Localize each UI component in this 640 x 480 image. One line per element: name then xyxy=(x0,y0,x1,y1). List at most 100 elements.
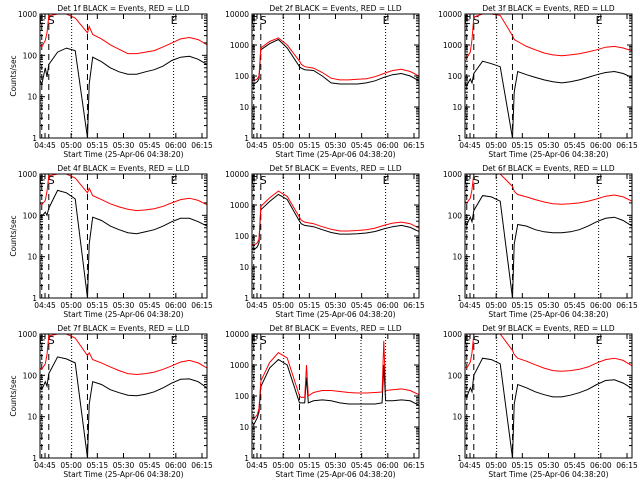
panel-det-3: Det 3f BLACK = Events, RED = LLDESE11010… xyxy=(438,4,638,159)
x-tick-label: 06:15 xyxy=(403,141,425,150)
x-axis-title: Start Time (25-Apr-06 04:38:20) xyxy=(275,470,395,479)
y-tick-label: 1000 xyxy=(443,330,462,339)
x-tick-label: 04:45 xyxy=(246,461,268,470)
y-tick-label: 10000 xyxy=(225,10,249,19)
x-tick-label: 05:30 xyxy=(325,301,347,310)
y-tick-label: 10 xyxy=(452,413,462,422)
x-tick-label: 06:00 xyxy=(377,301,399,310)
y-tick-label: 100 xyxy=(235,232,250,241)
y-tick-label: 10 xyxy=(452,253,462,262)
y-tick-label: 1 xyxy=(457,454,462,463)
y-tick-label: 1 xyxy=(244,454,249,463)
marker-label: S xyxy=(473,334,480,347)
series-line-lld xyxy=(465,334,632,372)
y-tick-label: 1000 xyxy=(443,170,462,179)
x-tick-label: 05:15 xyxy=(87,141,109,150)
y-tick-label: 1000 xyxy=(18,170,37,179)
marker-label: S xyxy=(48,14,55,27)
x-tick-label: 05:30 xyxy=(113,141,135,150)
x-tick-label: 05:15 xyxy=(299,301,321,310)
x-tick-label: 05:45 xyxy=(139,461,161,470)
y-tick-label: 10 xyxy=(27,93,37,102)
chart-title: Det 8f BLACK = Events, RED = LLD xyxy=(269,324,402,333)
marker-label: E xyxy=(596,174,603,187)
x-tick-label: 05:45 xyxy=(139,301,161,310)
series-line-lld xyxy=(252,340,419,420)
x-tick-label: 05:30 xyxy=(325,461,347,470)
x-tick-label: 04:45 xyxy=(34,301,56,310)
y-tick-label: 1 xyxy=(244,294,249,303)
x-axis-title: Start Time (25-Apr-06 04:38:20) xyxy=(488,470,608,479)
chart-title: Det 5f BLACK = Events, RED = LLD xyxy=(269,164,402,173)
x-tick-label: 04:45 xyxy=(246,301,268,310)
x-tick-label: 05:15 xyxy=(512,141,534,150)
chart-title: Det 7f BLACK = Events, RED = LLD xyxy=(57,324,190,333)
x-tick-label: 04:45 xyxy=(34,461,56,470)
x-tick-label: 05:45 xyxy=(139,141,161,150)
x-tick-label: 05:15 xyxy=(87,461,109,470)
x-axis-title: Start Time (25-Apr-06 04:38:20) xyxy=(488,150,608,159)
series-line-events xyxy=(252,358,419,426)
marker-label: S xyxy=(260,14,267,27)
y-tick-label: 1 xyxy=(32,454,37,463)
x-tick-label: 05:15 xyxy=(512,301,534,310)
x-tick-label: 05:00 xyxy=(485,141,507,150)
x-axis-title: Start Time (25-Apr-06 04:38:20) xyxy=(275,310,395,319)
x-tick-label: 05:00 xyxy=(485,301,507,310)
y-tick-label: 10 xyxy=(452,103,462,112)
y-tick-label: 10 xyxy=(27,253,37,262)
y-axis-title: Counts/sec xyxy=(9,375,18,416)
x-tick-label: 06:00 xyxy=(377,461,399,470)
panel-det-8: Det 8f BLACK = Events, RED = LLDES110100… xyxy=(225,324,425,479)
x-tick-label: 05:45 xyxy=(564,301,586,310)
x-tick-label: 06:00 xyxy=(165,461,187,470)
y-tick-label: 100 xyxy=(23,51,38,60)
x-axis-title: Start Time (25-Apr-06 04:38:20) xyxy=(63,470,183,479)
x-tick-label: 05:30 xyxy=(538,141,560,150)
x-tick-label: 04:45 xyxy=(246,141,268,150)
marker-label: E xyxy=(596,14,603,27)
y-axis-title: Counts/sec xyxy=(9,215,18,256)
marker-label: S xyxy=(260,334,267,347)
y-tick-label: 10000 xyxy=(225,170,249,179)
panel-det-5: Det 5f BLACK = Events, RED = LLDESE11010… xyxy=(225,164,425,319)
x-tick-label: 05:30 xyxy=(113,301,135,310)
x-tick-label: 05:45 xyxy=(564,461,586,470)
x-tick-label: 05:00 xyxy=(272,141,294,150)
x-tick-label: 05:30 xyxy=(113,461,135,470)
series-line-events xyxy=(465,357,632,458)
chart-title: Det 6f BLACK = Events, RED = LLD xyxy=(482,164,615,173)
y-tick-label: 1000 xyxy=(230,361,249,370)
x-tick-label: 05:30 xyxy=(538,301,560,310)
x-tick-label: 06:15 xyxy=(616,141,638,150)
marker-label: S xyxy=(473,174,480,187)
y-tick-label: 1 xyxy=(244,134,249,143)
y-tick-label: 1 xyxy=(32,294,37,303)
x-tick-label: 05:30 xyxy=(538,461,560,470)
x-tick-label: 06:15 xyxy=(403,301,425,310)
x-tick-label: 05:15 xyxy=(299,141,321,150)
x-tick-label: 05:00 xyxy=(60,461,82,470)
series-line-events xyxy=(465,195,632,298)
marker-label: E xyxy=(171,14,178,27)
series-line-lld xyxy=(252,37,419,82)
x-tick-label: 06:15 xyxy=(616,301,638,310)
x-tick-label: 06:00 xyxy=(377,141,399,150)
chart-title: Det 4f BLACK = Events, RED = LLD xyxy=(57,164,190,173)
y-tick-label: 1 xyxy=(32,134,37,143)
x-tick-label: 04:45 xyxy=(459,141,481,150)
marker-label: E xyxy=(171,174,178,187)
y-tick-label: 1000 xyxy=(230,41,249,50)
y-tick-label: 1000 xyxy=(443,41,462,50)
chart-title: Det 9f BLACK = Events, RED = LLD xyxy=(482,324,615,333)
marker-label: E xyxy=(383,174,390,187)
y-tick-label: 10000 xyxy=(438,10,462,19)
x-axis-title: Start Time (25-Apr-06 04:38:20) xyxy=(63,310,183,319)
series-line-events xyxy=(465,60,632,138)
chart-title: Det 1f BLACK = Events, RED = LLD xyxy=(57,4,190,13)
